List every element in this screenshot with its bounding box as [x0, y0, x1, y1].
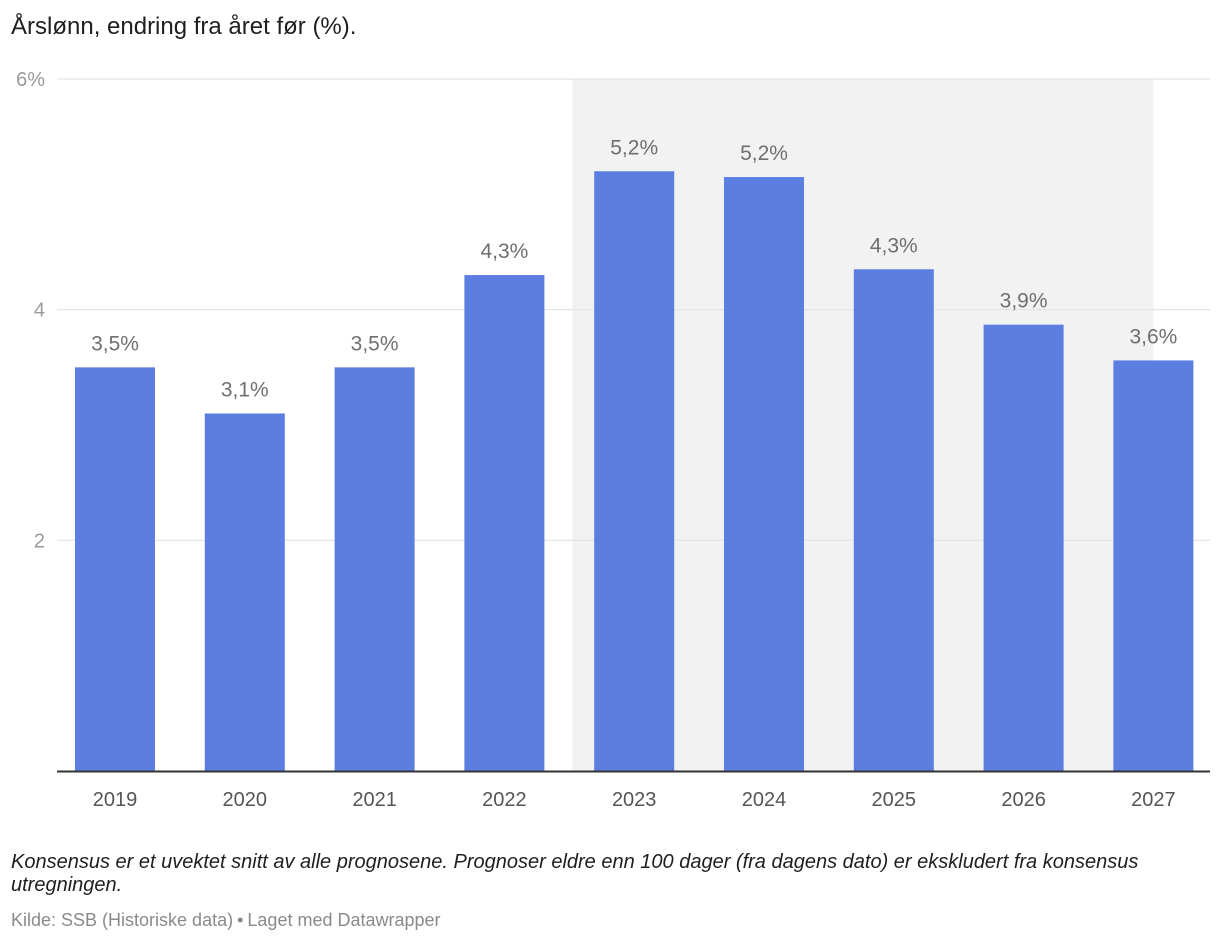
source-text: Kilde: SSB (Historiske data): [11, 910, 234, 930]
data-label-2026: 3,9%: [1000, 290, 1048, 313]
data-label-2021: 3,5%: [351, 332, 399, 355]
bar-2021: [334, 367, 415, 771]
data-label-2023: 5,2%: [610, 136, 658, 159]
bar-2020: [204, 413, 285, 771]
source-separator: •: [237, 910, 244, 930]
y-tick-label: 2: [34, 530, 45, 552]
x-tick-label-2026: 2026: [1001, 789, 1046, 811]
bar-2026: [983, 324, 1064, 771]
bar-2022: [464, 275, 545, 771]
x-tick-label-2027: 2027: [1131, 789, 1176, 811]
x-tick-label-2022: 2022: [482, 789, 527, 811]
bar-2019: [75, 367, 155, 771]
y-tick-label: 6%: [16, 69, 45, 91]
y-tick-label: 4: [34, 300, 45, 322]
source-line: Kilde: SSB (Historiske data) • Laget med D…: [11, 908, 441, 932]
bar-2024: [724, 177, 804, 772]
datawrapper-credit-link[interactable]: Laget med Datawrapper: [247, 910, 441, 930]
x-tick-label-2021: 2021: [352, 789, 397, 811]
x-tick-label-2023: 2023: [612, 789, 657, 811]
data-label-2020: 3,1%: [221, 378, 269, 401]
bar-2023: [594, 171, 675, 771]
chart-note: Konsensus er et uvektet snitt av alle pr…: [11, 851, 1139, 896]
x-tick-label-2024: 2024: [742, 789, 787, 811]
bar-2027: [1113, 360, 1194, 771]
data-label-2019: 3,5%: [91, 332, 139, 355]
chart-title: Årslønn, endring fra året før (%).: [11, 13, 357, 40]
data-label-2022: 4,3%: [480, 240, 528, 263]
data-label-2027: 3,6%: [1129, 325, 1177, 348]
data-label-2025: 4,3%: [870, 234, 918, 257]
data-label-2024: 5,2%: [740, 142, 788, 165]
bar-2025: [853, 269, 934, 771]
x-tick-label-2020: 2020: [223, 789, 268, 811]
x-tick-label-2019: 2019: [93, 789, 138, 811]
x-tick-label-2025: 2025: [872, 789, 917, 811]
